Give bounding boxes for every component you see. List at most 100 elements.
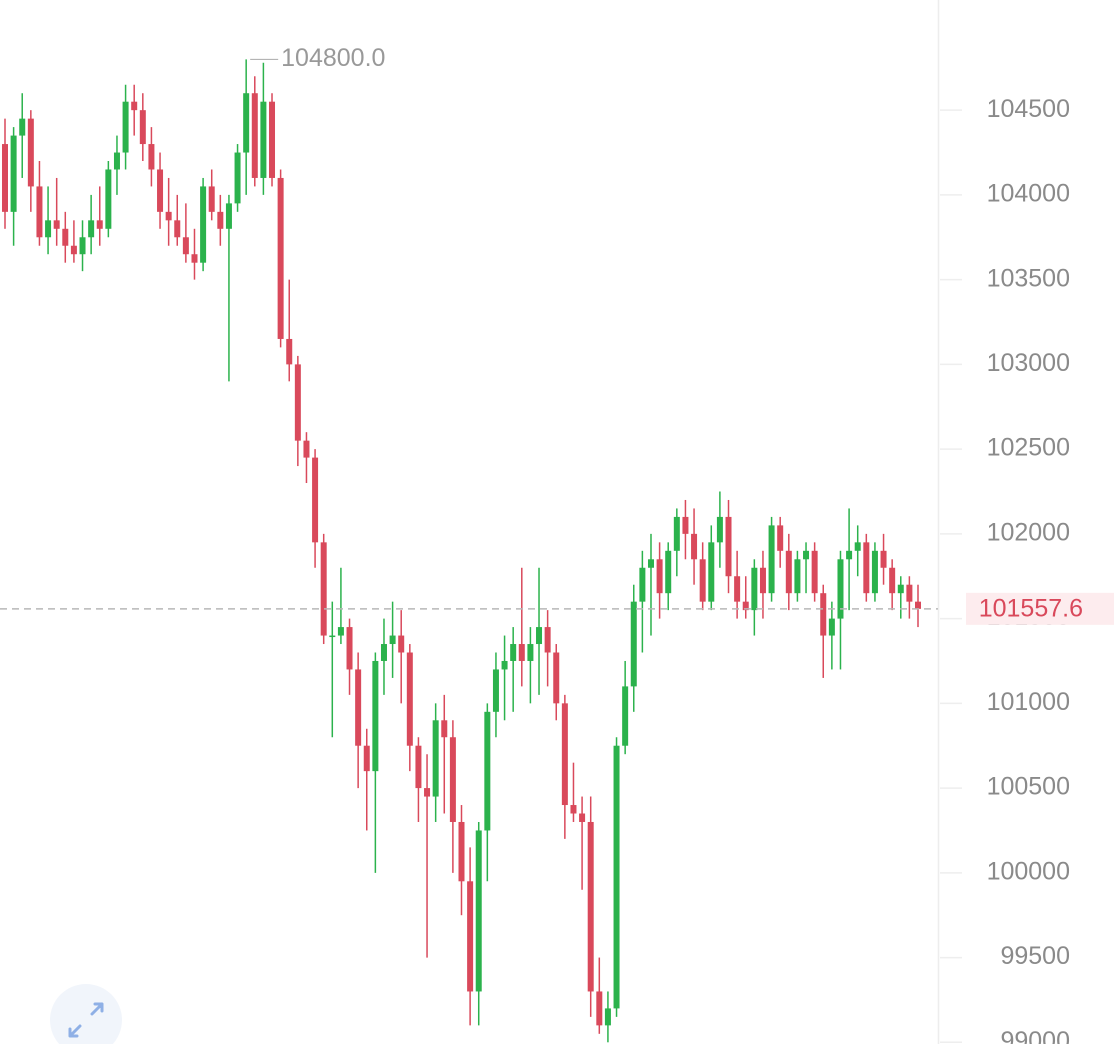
candle-body <box>828 618 835 636</box>
candle-body <box>243 93 250 153</box>
candle-body <box>544 627 551 653</box>
y-tick-label: 100000 <box>987 857 1070 885</box>
candle-body <box>570 805 577 814</box>
candle-body <box>10 135 17 212</box>
candle-body <box>691 533 698 560</box>
candle-body <box>475 830 482 992</box>
candle-body <box>269 101 276 178</box>
candle-body <box>157 169 164 212</box>
candle-body <box>449 737 456 822</box>
expand-button-bg[interactable] <box>50 984 122 1044</box>
candle-body <box>553 652 560 704</box>
candle-body <box>639 567 646 602</box>
candle-body <box>759 567 766 594</box>
candle-body <box>329 635 336 638</box>
candle-body <box>613 745 620 1009</box>
candle-body <box>647 559 654 568</box>
candle-body <box>372 660 379 772</box>
candle-body <box>432 720 439 797</box>
candle-body <box>716 516 723 543</box>
candle-body <box>200 186 207 263</box>
candle-body <box>27 118 34 187</box>
y-tick-label: 99000 <box>1000 1027 1070 1044</box>
candle-body <box>915 601 921 609</box>
candle-body <box>303 440 310 458</box>
candle-body <box>587 821 594 992</box>
candle-body <box>673 516 680 551</box>
y-tick-label: 103000 <box>987 349 1070 377</box>
candle-body <box>785 550 792 594</box>
candle-body <box>742 601 749 611</box>
y-tick-label: 99500 <box>1000 942 1070 970</box>
candle-body <box>441 720 448 738</box>
candle-body <box>837 559 844 619</box>
candle-body <box>906 584 913 602</box>
candle-body <box>355 669 362 746</box>
candle-body <box>277 177 284 339</box>
candle-body <box>191 254 198 263</box>
candle-body <box>424 788 431 797</box>
candle-body <box>630 601 637 687</box>
price-axis-panel <box>938 0 1114 1044</box>
last-price-label: 101557.6 <box>979 594 1083 622</box>
candle-body <box>174 220 181 238</box>
last-price-badge <box>966 592 1114 625</box>
expand-button[interactable] <box>50 984 122 1044</box>
candle-body <box>79 237 86 255</box>
candle-body <box>708 542 715 602</box>
candle-body <box>751 567 758 611</box>
candle-body <box>656 559 663 594</box>
candle-body <box>53 220 60 229</box>
candle-body <box>363 745 370 772</box>
candle-body <box>811 550 818 594</box>
candle-body <box>734 576 741 602</box>
candle-body <box>217 211 224 229</box>
candle-body <box>260 101 267 178</box>
y-tick-label: 100500 <box>987 773 1070 801</box>
candle-body <box>165 211 172 221</box>
candle-body <box>458 821 465 882</box>
candle-body <box>380 644 387 661</box>
candle-body <box>105 169 112 229</box>
candle-body <box>182 237 189 255</box>
candle-body <box>777 525 784 551</box>
candle-body <box>682 516 689 534</box>
candle-body <box>225 203 232 229</box>
candle-body <box>96 220 103 229</box>
candle-body <box>70 245 77 255</box>
candle-body <box>725 516 732 577</box>
candle-body <box>19 118 26 136</box>
candle-body <box>139 110 146 145</box>
candle-body <box>251 93 258 178</box>
candle-body <box>665 550 672 594</box>
candle-body <box>536 627 543 645</box>
candle-body <box>501 660 508 670</box>
candle-body <box>286 338 293 365</box>
candle-body <box>234 152 241 204</box>
candle-body <box>45 220 52 238</box>
candle-body <box>389 635 396 645</box>
candle-body <box>604 1008 611 1026</box>
candle-body <box>131 101 138 111</box>
y-tick-label: 102000 <box>987 518 1070 546</box>
candle-body <box>320 542 327 636</box>
candle-body <box>820 593 827 636</box>
candle-body <box>484 711 491 831</box>
candle-body <box>889 567 896 594</box>
candle-body <box>897 584 904 594</box>
candle-body <box>337 627 344 636</box>
candle-body <box>846 550 853 560</box>
candle-body <box>596 991 603 1026</box>
candle-body <box>36 186 43 238</box>
candle-body <box>88 220 95 238</box>
candle-body <box>406 652 413 746</box>
expand-icon[interactable] <box>68 1002 104 1038</box>
candle-body <box>579 813 586 822</box>
y-tick-label: 103500 <box>987 264 1070 292</box>
candle-body <box>312 457 319 543</box>
candle-body <box>148 144 155 170</box>
candle-body <box>518 644 525 661</box>
candle-body <box>346 627 353 670</box>
candle-body <box>561 703 568 806</box>
